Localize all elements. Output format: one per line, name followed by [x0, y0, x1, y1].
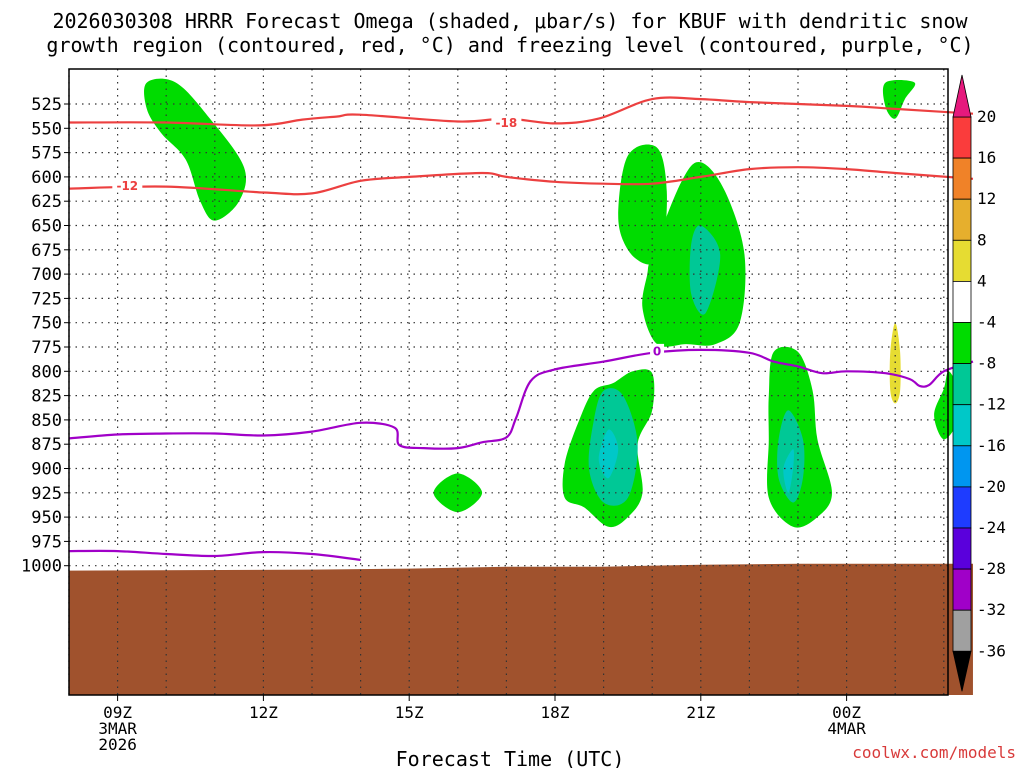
contour-layer: -18 -12 0	[68, 96, 974, 561]
omega-region-0-0	[144, 78, 247, 221]
y-tick-label-550: 550	[31, 119, 62, 139]
x-tick-label-24-1: 4MAR	[827, 719, 866, 738]
colorbar-swatch-0	[952, 116, 972, 159]
omega-region-3-0	[889, 322, 901, 404]
colorbar-label-8: -16	[977, 436, 1006, 455]
y-tick-label-600: 600	[31, 168, 62, 188]
y-tick-label-525: 525	[31, 95, 62, 115]
y-tick-label-825: 825	[31, 387, 62, 407]
omega-region-0-6	[882, 79, 916, 119]
y-tick-label-650: 650	[31, 217, 62, 237]
colorbar-label-3: 8	[977, 230, 987, 249]
colorbar-label-11: -28	[977, 559, 1006, 578]
omega-region-2-1	[783, 449, 795, 493]
y-axis: 525 550 575 600 625 650 675 700 725 750 775 800 825 8…	[21, 95, 69, 577]
x-tick-label-21-0: 21Z	[686, 703, 715, 722]
colorbar-swatch-11	[952, 568, 972, 611]
colorbar-label-0: 20	[977, 107, 996, 126]
colorbar-swatch-4	[952, 280, 972, 323]
colorbar-label-4: 4	[977, 271, 987, 290]
colorbar-label-10: -24	[977, 518, 1006, 537]
contour-line-2	[68, 348, 974, 450]
plot-frame	[68, 68, 949, 696]
contour-line-1	[68, 166, 974, 196]
x-tick-label-9-0: 09Z	[103, 703, 132, 722]
y-tick-label-950: 950	[31, 508, 62, 528]
x-tick-label-9-2: 2026	[98, 735, 137, 754]
x-tick-label-9-1: 3MAR	[98, 719, 137, 738]
grid-layer	[68, 69, 948, 695]
colorbar-label-9: -20	[977, 477, 1006, 496]
y-tick-label-625: 625	[31, 192, 62, 212]
credit-text[interactable]: coolwx.com/models	[852, 743, 1016, 762]
x-tick-label-12-0: 12Z	[249, 703, 278, 722]
x-tick-label-15-0: 15Z	[395, 703, 424, 722]
colorbar-swatch-10	[952, 527, 972, 570]
omega-region-1-0	[689, 225, 721, 315]
colorbar-label-7: -12	[977, 395, 1006, 414]
y-tick-label-700: 700	[31, 265, 62, 285]
omega-shading-layer	[144, 78, 960, 528]
y-tick-label-1000: 1000	[21, 557, 62, 577]
colorbar-label-12: -32	[977, 600, 1006, 619]
colorbar-swatch-5	[952, 322, 972, 364]
y-tick-label-850: 850	[31, 411, 62, 431]
y-tick-label-725: 725	[31, 289, 62, 309]
x-axis-label: Forecast Time (UTC)	[396, 747, 625, 768]
colorbar-swatch-9	[952, 486, 972, 529]
y-tick-label-975: 975	[31, 532, 62, 552]
contour-label-2: 0	[653, 344, 661, 358]
contour-label-0: -18	[496, 116, 518, 130]
x-tick-label-18-0: 18Z	[541, 703, 570, 722]
y-tick-label-750: 750	[31, 314, 62, 334]
y-tick-label-675: 675	[31, 241, 62, 261]
contour-label-bg-1	[112, 178, 143, 193]
colorbar-label-2: 12	[977, 189, 996, 208]
colorbar-swatch-6	[952, 363, 972, 406]
colorbar-label-13: -36	[977, 641, 1006, 660]
chart-title-line1: 2026030308 HRRR Forecast Omega (shaded, …	[52, 9, 968, 33]
y-tick-label-800: 800	[31, 362, 62, 382]
colorbar-swatch-3	[952, 239, 972, 282]
omega-region-0-1	[618, 144, 667, 265]
colorbar-swatch-12	[952, 609, 972, 652]
contour-label-bg-0	[491, 115, 522, 130]
colorbar-swatch-7	[952, 404, 972, 447]
contour-label-1: -12	[116, 179, 138, 193]
colorbar-over-arrow	[952, 74, 972, 118]
colorbar-label-5: -4	[977, 313, 996, 332]
colorbar-swatch-1	[952, 157, 972, 200]
colorbar: 20 16 12 8 4 -4 -8 -12 -16 -20 -24 -28 -32 -36	[952, 74, 1006, 692]
colorbar-label-6: -8	[977, 354, 996, 373]
terrain-layer	[69, 563, 973, 695]
colorbar-swatch-2	[952, 198, 972, 241]
contour-line-0	[68, 96, 974, 127]
y-tick-label-775: 775	[31, 338, 62, 358]
y-tick-label-900: 900	[31, 460, 62, 480]
colorbar-under-arrow	[952, 650, 972, 692]
plot-area: -18 -12 0	[68, 68, 974, 696]
y-tick-label-875: 875	[31, 435, 62, 455]
colorbar-label-1: 16	[977, 148, 996, 167]
y-tick-label-925: 925	[31, 484, 62, 504]
terrain-fill	[69, 563, 973, 695]
y-tick-label-575: 575	[31, 144, 62, 164]
colorbar-swatch-8	[952, 445, 972, 488]
x-tick-label-24-0: 00Z	[832, 703, 861, 722]
contour-label-bg-2	[650, 343, 665, 358]
chart-title-line2: growth region (contoured, red, °C) and f…	[46, 33, 973, 57]
contour-line-3	[68, 549, 361, 561]
